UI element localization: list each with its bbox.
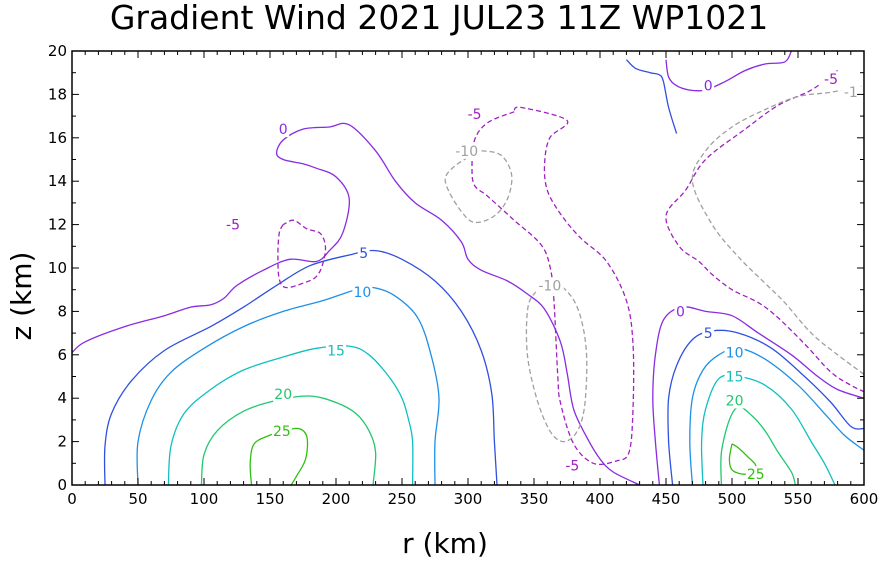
contour-label: 25 — [273, 424, 291, 440]
contour-label: 25 — [747, 467, 765, 483]
contour-line — [167, 345, 414, 486]
contour-line — [652, 306, 865, 486]
contour-label-background — [724, 344, 745, 361]
contour-label: 0 — [704, 79, 713, 95]
contour-label: 0 — [279, 122, 288, 138]
contour-label: 15 — [726, 370, 744, 386]
contour-line — [71, 122, 640, 486]
contour-line — [700, 374, 836, 486]
x-tick-label: 400 — [586, 490, 615, 508]
contour-label: 15 — [327, 344, 345, 360]
y-axis: 0 2 4 6 8 10 12 14 16 18 20 — [48, 42, 864, 494]
y-axis-label: z (km) — [5, 252, 38, 341]
contour-line — [689, 347, 865, 486]
contour-label: 10 — [353, 285, 371, 301]
contour-line — [665, 50, 792, 92]
contour-line — [525, 282, 588, 443]
contour-label-background — [223, 216, 243, 233]
contour-line — [471, 106, 635, 466]
contour-label-background — [674, 303, 687, 320]
contour-line — [277, 219, 327, 289]
contour-label-background — [357, 244, 370, 261]
contour-label: -1 — [844, 85, 858, 101]
contour-label: 20 — [274, 387, 292, 403]
contour-line — [665, 69, 865, 393]
contour-label: 0 — [676, 304, 685, 320]
contour-label: 5 — [704, 326, 713, 342]
y-tick-label: 14 — [48, 172, 67, 190]
contour-label-background — [562, 457, 583, 474]
x-axis-label: r (km) — [402, 527, 488, 560]
x-tick-label: 150 — [256, 490, 285, 508]
contour-label: -10 — [538, 278, 561, 294]
x-tick-label: 450 — [652, 490, 681, 508]
contour-label-background — [535, 277, 564, 294]
contour-label-background — [702, 77, 715, 94]
contour-label: -5 — [565, 459, 579, 475]
x-tick-label: 250 — [388, 490, 417, 508]
contour-label-background — [724, 392, 745, 409]
contour-label-background — [452, 142, 481, 159]
contour-label-background — [840, 84, 861, 101]
contour-label: -5 — [468, 107, 482, 123]
y-tick-label: 0 — [57, 476, 67, 494]
y-tick-label: 4 — [57, 389, 67, 407]
contour-line — [625, 59, 678, 134]
x-axis: 0 50 100 150 200 250 300 350 400 450 500 550 600 — [67, 51, 878, 508]
contour-line — [103, 249, 498, 486]
contour-label: -5 — [226, 218, 240, 234]
x-tick-label: 200 — [322, 490, 351, 508]
contour-line — [444, 150, 513, 224]
y-tick-label: 2 — [57, 433, 67, 451]
y-tick-label: 18 — [48, 85, 67, 103]
contour-label-background — [352, 283, 373, 300]
contour-label-background — [273, 385, 294, 402]
contour-line — [136, 286, 440, 486]
contour-line — [691, 85, 865, 375]
y-tick-label: 8 — [57, 302, 67, 320]
x-tick-label: 500 — [718, 490, 747, 508]
x-tick-label: 300 — [454, 490, 483, 508]
contour-label-background — [821, 71, 841, 88]
y-tick-label: 12 — [48, 216, 67, 234]
contour-label-background — [464, 105, 485, 122]
y-tick-label: 20 — [48, 42, 67, 60]
y-tick-label: 6 — [57, 346, 67, 364]
contour-line — [200, 395, 377, 486]
contour-label-background — [326, 342, 346, 359]
y-tick-label: 16 — [48, 129, 67, 147]
contour-label-background — [271, 422, 292, 439]
y-tick-label: 10 — [48, 259, 67, 277]
contour-label: 20 — [726, 393, 744, 409]
contour-line — [667, 329, 865, 486]
contour-label-background — [724, 368, 745, 385]
x-tick-label: 0 — [67, 490, 77, 508]
contour-label-background — [277, 121, 290, 138]
contour-label: 5 — [359, 246, 368, 262]
x-tick-label: 600 — [850, 490, 879, 508]
x-tick-label: 550 — [784, 490, 813, 508]
x-tick-label: 100 — [190, 490, 219, 508]
contour-label-background — [702, 325, 715, 342]
contour-label: 10 — [726, 346, 744, 362]
contour-label: -5 — [824, 72, 838, 88]
contour-label: -10 — [455, 144, 478, 160]
contour-label-layer: 0 0 0 -5 -5 -5 -5 -10 -10 -1 5 5 10 10 15 15 20 20 25 25 — [223, 71, 861, 483]
x-tick-label: 50 — [128, 490, 147, 508]
x-tick-label: 350 — [520, 490, 549, 508]
chart-title: Gradient Wind 2021 JUL23 11Z WP1021 — [110, 0, 768, 37]
contour-line — [720, 406, 797, 486]
contour-label-background — [745, 466, 766, 483]
